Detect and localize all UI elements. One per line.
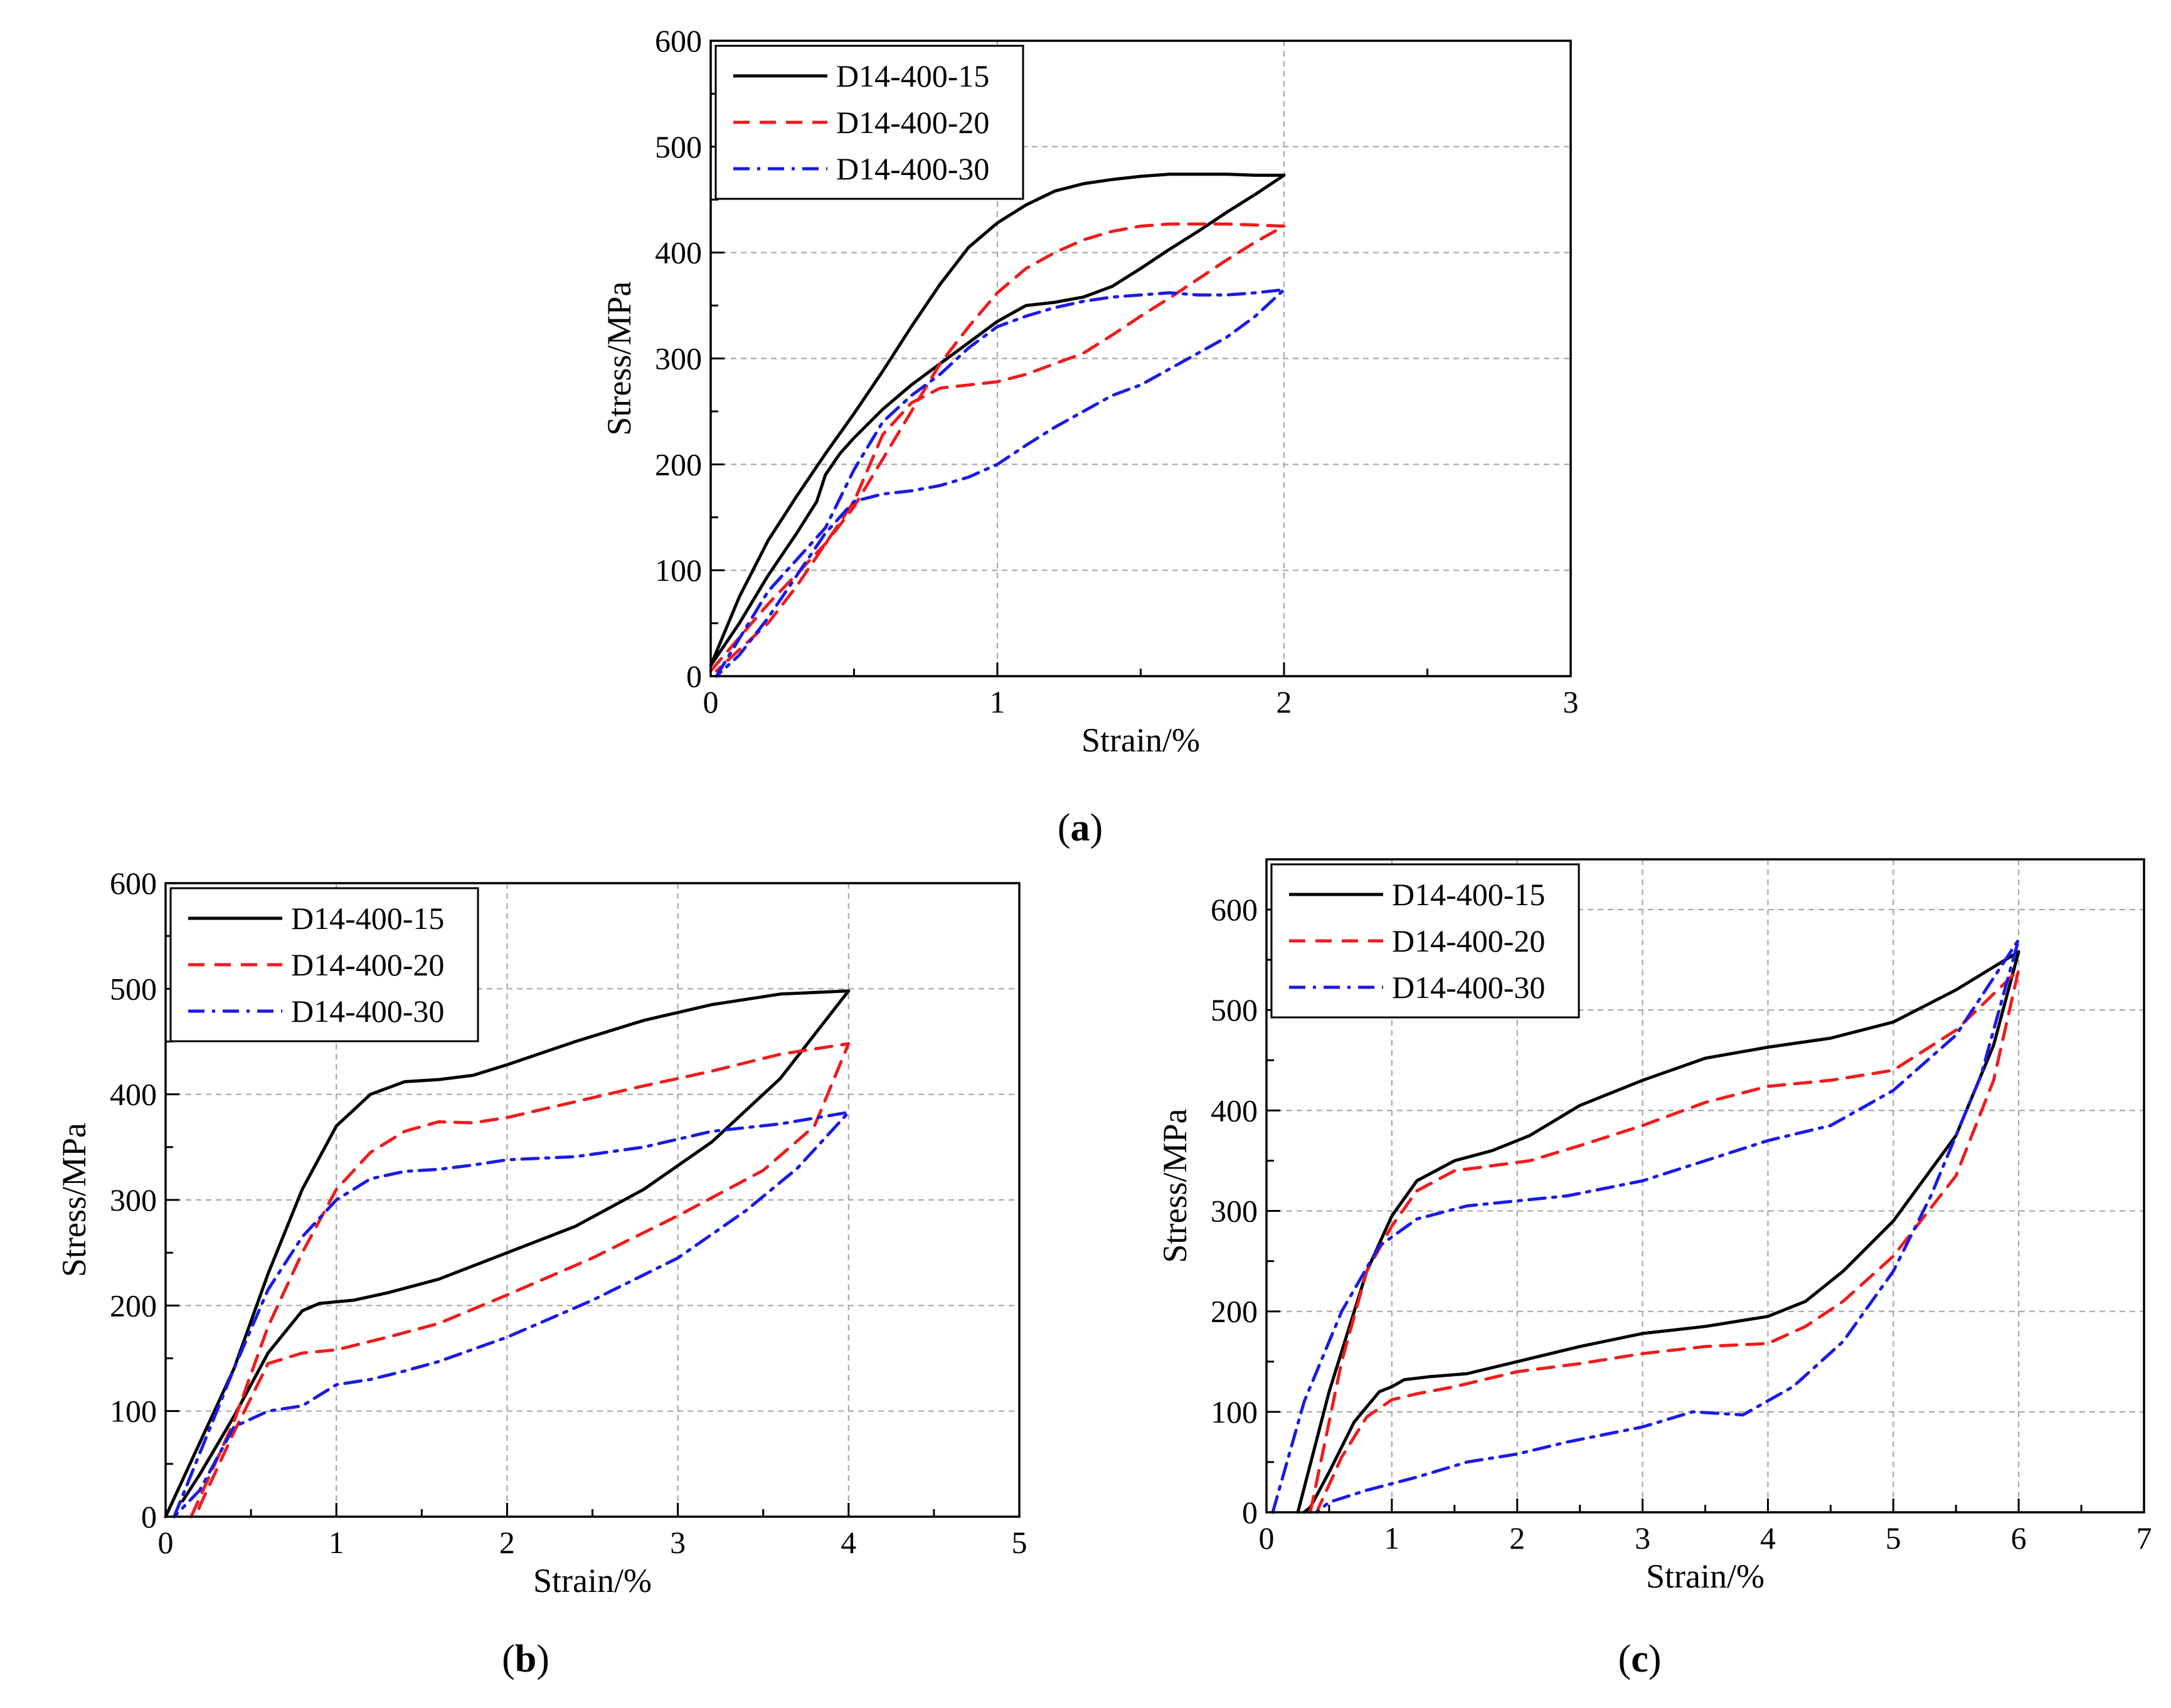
- series-line-d14-400-15: [164, 989, 851, 1519]
- y-tick-label: 200: [655, 447, 702, 482]
- caption-c: (c): [1618, 1638, 1662, 1680]
- chart-panel-b: 0 1 2 3 4 5 0 100 200 300 400 500 600 D14-400-15 D14-4…: [55, 866, 1027, 1599]
- x-tick-label: 0: [1259, 1520, 1275, 1556]
- y-tick-label: 600: [1211, 892, 1258, 927]
- legend-label: D14-400-15: [1392, 877, 1545, 912]
- y-tick-label: 200: [1211, 1294, 1258, 1329]
- legend-label: D14-400-15: [836, 58, 989, 93]
- series-line-d14-400-20: [709, 222, 1286, 673]
- caption-b: (b): [502, 1638, 549, 1680]
- series-line-d14-400-20: [1308, 968, 2020, 1514]
- y-tick-label: 300: [1211, 1194, 1258, 1229]
- y-axis-label: Stress/MPa: [55, 1123, 93, 1277]
- y-axis-label: Stress/MPa: [1156, 1108, 1194, 1263]
- x-tick-label: 4: [841, 1525, 856, 1560]
- y-tick-label: 100: [1211, 1394, 1258, 1430]
- series-line-d14-400-20: [189, 1042, 851, 1519]
- y-tick-label: 100: [655, 553, 702, 588]
- x-tick-label: 6: [2011, 1520, 2027, 1556]
- series-line-d14-400-30: [1271, 938, 2020, 1514]
- y-axis-label: Stress/MPa: [600, 281, 638, 435]
- y-tick-label: 400: [110, 1077, 157, 1112]
- x-tick-label: 5: [1012, 1525, 1027, 1560]
- x-tick-label: 7: [2136, 1520, 2152, 1556]
- y-tick-label: 200: [110, 1288, 157, 1323]
- legend-label: D14-400-20: [1392, 923, 1545, 958]
- legend-label: D14-400-20: [836, 105, 989, 140]
- legend-label: D14-400-30: [291, 994, 444, 1029]
- x-tick-label: 1: [1384, 1520, 1399, 1556]
- series-line-d14-400-15: [1296, 950, 2020, 1514]
- x-tick-label: 0: [158, 1525, 174, 1560]
- plot-frame: [164, 882, 1021, 1518]
- x-tick-label: 2: [1509, 1520, 1525, 1556]
- x-tick-label: 5: [1886, 1520, 1901, 1556]
- x-tick-label: 3: [1563, 684, 1579, 719]
- y-tick-label: 500: [110, 971, 157, 1006]
- legend-label: D14-400-20: [291, 947, 444, 982]
- y-tick-label: 300: [110, 1182, 157, 1217]
- x-tick-label: 2: [1277, 684, 1292, 719]
- y-tick-label: 600: [110, 866, 157, 901]
- y-tick-label: 0: [141, 1499, 157, 1534]
- y-tick-label: 400: [1211, 1093, 1258, 1128]
- y-tick-label: 500: [655, 129, 702, 164]
- legend-label: D14-400-30: [836, 151, 989, 186]
- x-tick-label: 1: [329, 1525, 344, 1560]
- y-tick-label: 0: [1242, 1495, 1258, 1530]
- x-tick-label: 3: [1635, 1520, 1650, 1556]
- x-axis-label: Strain/%: [533, 1562, 652, 1599]
- series-line-d14-400-15: [709, 172, 1286, 667]
- series-line-d14-400-30: [714, 288, 1286, 678]
- caption-a: (a): [1058, 807, 1103, 849]
- x-axis-label: Strain/%: [1081, 721, 1200, 759]
- legend-label: D14-400-30: [1392, 970, 1545, 1005]
- y-tick-label: 100: [110, 1394, 157, 1429]
- y-tick-label: 600: [655, 23, 702, 58]
- series-line-d14-400-30: [173, 1110, 851, 1519]
- x-tick-label: 2: [499, 1525, 515, 1560]
- x-axis-label: Strain/%: [1646, 1557, 1765, 1595]
- x-tick-label: 1: [990, 684, 1006, 719]
- x-tick-label: 3: [670, 1525, 686, 1560]
- plot-frame: [709, 40, 1572, 677]
- x-tick-label: 0: [703, 684, 719, 719]
- y-tick-label: 400: [655, 235, 702, 270]
- x-tick-label: 4: [1760, 1520, 1776, 1556]
- chart-panel-c: 0 1 2 3 4 5 6 7 0 100 200 300 400 500 600 D14-400-15 D14…: [1156, 858, 2152, 1595]
- y-tick-label: 300: [655, 341, 702, 376]
- legend-label: D14-400-15: [291, 901, 444, 936]
- y-tick-label: 500: [1211, 992, 1258, 1027]
- y-tick-label: 0: [686, 659, 702, 694]
- chart-panel-a: 0 1 2 3 0 100 200 300 400 500 600 D14-400-15 D14-400…: [600, 23, 1579, 759]
- plot-frame: [1265, 858, 2145, 1514]
